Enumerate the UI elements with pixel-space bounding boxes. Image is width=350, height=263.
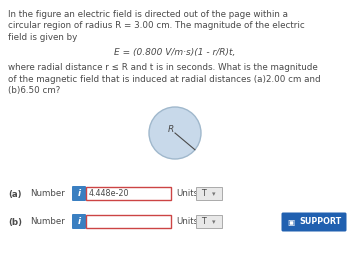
- Text: Number: Number: [30, 218, 65, 226]
- FancyBboxPatch shape: [196, 187, 222, 200]
- Text: In the figure an electric field is directed out of the page within a: In the figure an electric field is direc…: [8, 10, 288, 19]
- Text: ▣: ▣: [287, 218, 295, 226]
- FancyBboxPatch shape: [72, 186, 86, 201]
- Text: Units: Units: [176, 189, 198, 198]
- Text: SUPPORT: SUPPORT: [299, 218, 341, 226]
- FancyBboxPatch shape: [86, 215, 171, 228]
- Text: R: R: [168, 124, 174, 134]
- FancyBboxPatch shape: [196, 215, 222, 228]
- Text: where radial distance r ≤ R and t is in seconds. What is the magnitude: where radial distance r ≤ R and t is in …: [8, 63, 318, 72]
- Text: (b)6.50 cm?: (b)6.50 cm?: [8, 86, 60, 95]
- Text: field is given by: field is given by: [8, 33, 77, 42]
- Text: T: T: [201, 217, 206, 226]
- Text: Units: Units: [176, 217, 198, 226]
- Text: i: i: [77, 189, 80, 198]
- Text: ▾: ▾: [212, 191, 216, 198]
- Text: circular region of radius R = 3.00 cm. The magnitude of the electric: circular region of radius R = 3.00 cm. T…: [8, 22, 305, 31]
- Text: of the magnetic field that is induced at radial distances (a)2.00 cm and: of the magnetic field that is induced at…: [8, 74, 321, 83]
- Text: 4.448e-20: 4.448e-20: [89, 189, 130, 198]
- Text: (a): (a): [8, 190, 21, 199]
- FancyBboxPatch shape: [86, 187, 171, 200]
- Text: i: i: [77, 217, 80, 226]
- FancyBboxPatch shape: [72, 214, 86, 229]
- Text: (b): (b): [8, 218, 22, 226]
- Circle shape: [149, 107, 201, 159]
- Text: T: T: [201, 189, 206, 198]
- Text: E = (0.800 V/m·s)(1 - r/R)t,: E = (0.800 V/m·s)(1 - r/R)t,: [114, 48, 236, 58]
- Text: ▾: ▾: [212, 220, 216, 225]
- FancyBboxPatch shape: [281, 213, 346, 231]
- Text: Number: Number: [30, 190, 65, 199]
